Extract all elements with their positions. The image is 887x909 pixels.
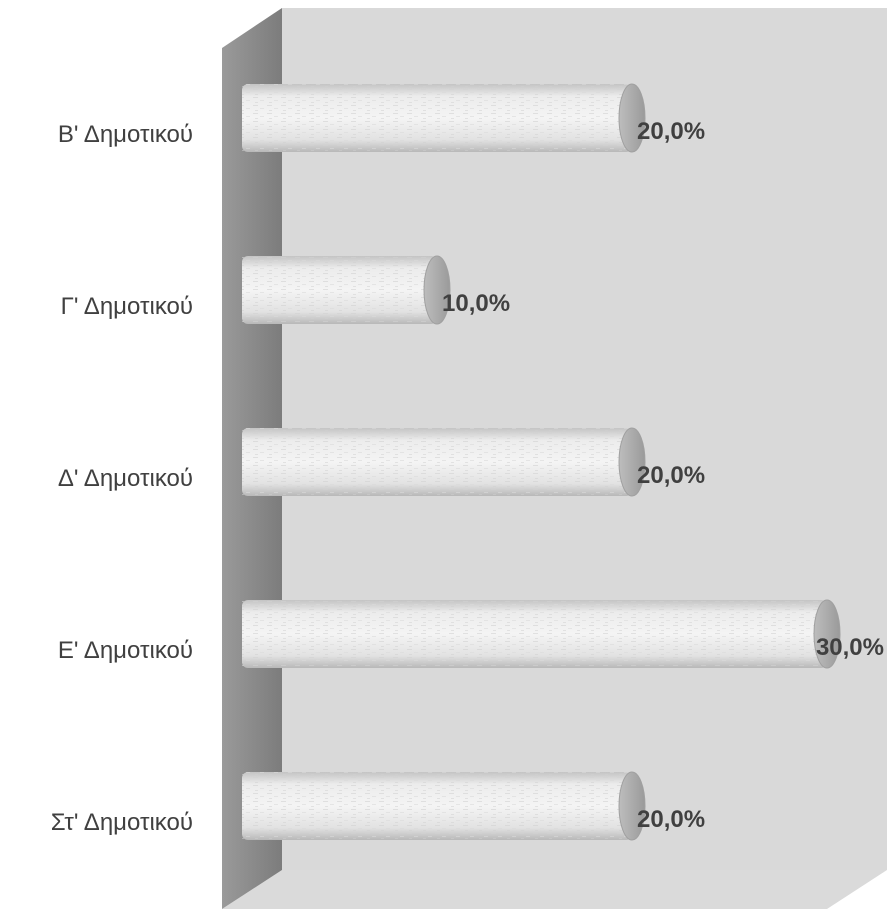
bar-end-cap (618, 427, 646, 497)
bar-texture (242, 428, 632, 496)
bar-group: Δ' Δημοτικού 20,0% (58, 427, 705, 497)
value-label: 20,0% (637, 806, 705, 833)
bar-texture (242, 256, 437, 324)
category-label: Δ' Δημοτικού (58, 465, 193, 492)
value-label: 20,0% (637, 118, 705, 145)
category-label: Β' Δημοτικού (58, 121, 193, 148)
category-label: Γ' Δημοτικού (61, 293, 193, 320)
category-label: Στ' Δημοτικού (51, 809, 193, 836)
bar-group: Ε' Δημοτικού 30,0% (58, 599, 884, 669)
bar-group: Γ' Δημοτικού 10,0% (61, 255, 510, 325)
bar-texture (242, 600, 827, 668)
bar-texture (242, 772, 632, 840)
value-label: 10,0% (442, 290, 510, 317)
bar-texture (242, 84, 632, 152)
bar-end-cap (423, 255, 451, 325)
bar-end-cap (618, 771, 646, 841)
bar-group: Στ' Δημοτικού 20,0% (51, 771, 705, 841)
bar-end-cap (618, 83, 646, 153)
category-label: Ε' Δημοτικού (58, 637, 193, 664)
value-label: 20,0% (637, 462, 705, 489)
floor-wall (222, 870, 887, 909)
bars-layer: Β' Δημοτικού 20,0% Γ' Δημοτικού 10,0% Δ' Δημ… (51, 83, 884, 841)
bar-group: Β' Δημοτικού 20,0% (58, 83, 705, 153)
bar-end-cap (813, 599, 841, 669)
value-label: 30,0% (816, 634, 884, 661)
